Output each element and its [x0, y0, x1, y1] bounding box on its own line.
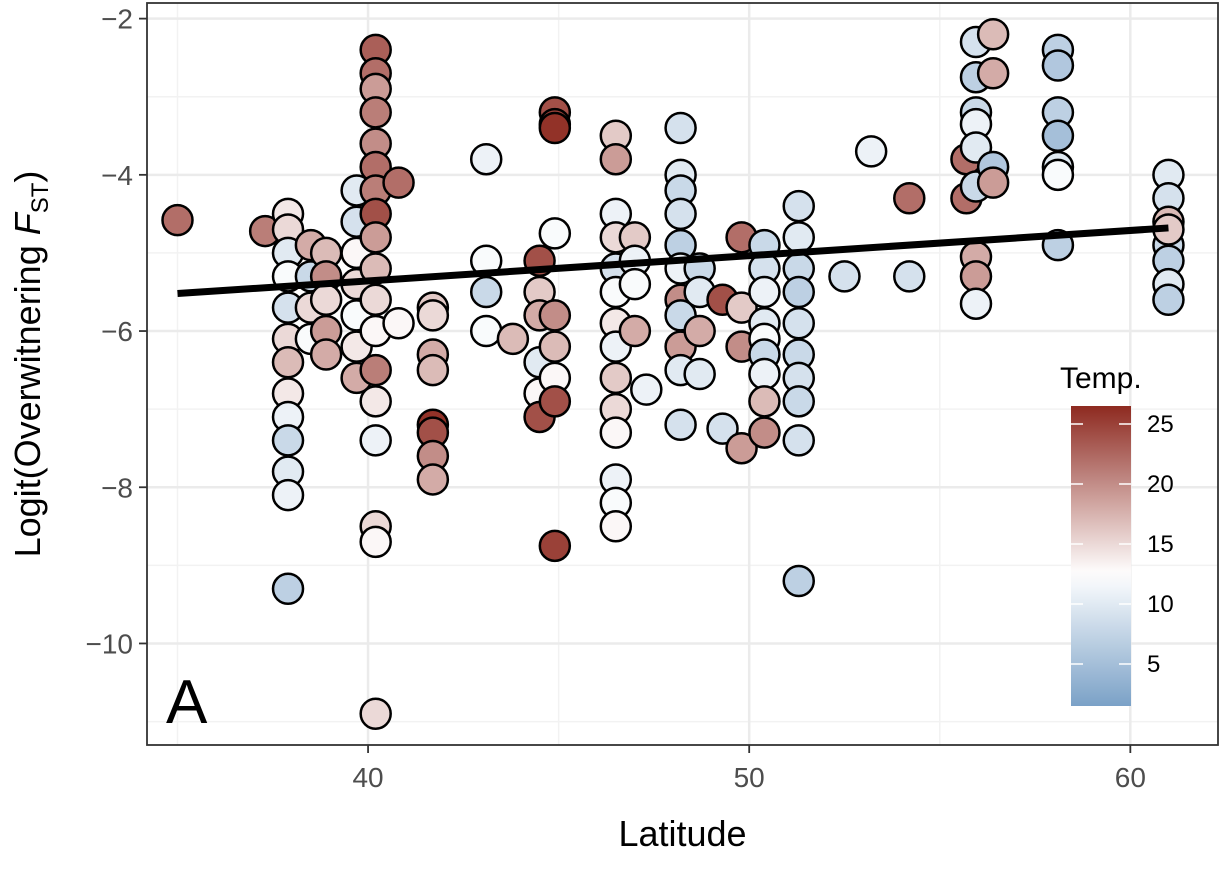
data-point — [359, 385, 392, 418]
data-point — [782, 564, 815, 598]
data-point — [538, 217, 572, 250]
data-point — [748, 385, 781, 418]
data-point — [271, 478, 305, 512]
y-tick-label: −6 — [101, 316, 133, 347]
data-point — [1152, 283, 1185, 317]
data-point — [359, 283, 392, 317]
data-point — [469, 314, 503, 348]
y-tick-label: −2 — [101, 4, 133, 35]
legend-tick-label: 10 — [1147, 591, 1174, 618]
data-point — [382, 166, 415, 199]
data-point — [854, 135, 888, 168]
data-point — [748, 275, 781, 309]
data-point — [496, 322, 530, 356]
data-point — [469, 142, 503, 176]
data-point — [683, 314, 716, 348]
x-tick-label: 50 — [734, 762, 765, 793]
data-point — [706, 412, 739, 445]
data-point — [599, 510, 633, 543]
data-point — [683, 357, 716, 391]
data-point — [161, 203, 194, 237]
data-point — [271, 346, 305, 379]
data-point — [664, 111, 697, 145]
data-point — [1041, 49, 1075, 82]
legend-tick-label: 25 — [1147, 411, 1174, 438]
data-point — [748, 357, 781, 391]
panel-border — [146, 2, 1219, 746]
color-legend: Temp. 5 10 15 20 25 — [1060, 362, 1174, 706]
data-point — [1041, 158, 1075, 192]
x-tick-label: 60 — [1115, 762, 1146, 793]
y-axis-title-close: ) — [7, 171, 48, 183]
data-point — [782, 221, 815, 254]
data-point — [416, 299, 450, 332]
trend-line — [177, 224, 1169, 298]
legend-title: Temp. — [1060, 362, 1142, 395]
data-point — [309, 283, 343, 317]
data-point — [359, 353, 392, 387]
data-point — [599, 361, 633, 395]
data-point — [416, 463, 450, 496]
data-point — [630, 373, 663, 406]
data-point — [359, 525, 392, 559]
data-point — [1041, 119, 1075, 153]
data-point — [359, 96, 392, 129]
data-point — [359, 424, 392, 457]
legend-tick-label: 15 — [1147, 531, 1174, 558]
y-tick-label: −10 — [86, 628, 134, 659]
y-axis-title-main: Logit(Overwitnering — [7, 235, 48, 557]
data-point — [959, 260, 993, 293]
data-point — [782, 306, 815, 340]
data-point — [782, 189, 815, 223]
data-point — [271, 572, 305, 606]
data-point — [976, 166, 1010, 199]
data-point — [782, 385, 815, 418]
data-point — [782, 424, 815, 457]
data-point — [782, 275, 815, 309]
data-point — [893, 182, 926, 215]
legend-tick-label: 20 — [1147, 471, 1174, 498]
y-axis-title-italic: F — [7, 211, 48, 235]
data-point — [748, 416, 781, 449]
data-point — [359, 221, 392, 254]
data-point — [599, 416, 633, 449]
x-tick-label: 40 — [352, 762, 383, 793]
x-axis-title: Latitude — [618, 813, 746, 854]
data-point — [538, 385, 572, 418]
data-point — [959, 287, 993, 320]
data-point — [664, 197, 697, 231]
data-point — [469, 275, 503, 309]
data-point — [725, 431, 758, 465]
legend-colorbar — [1071, 406, 1131, 706]
legend-tick-label: 5 — [1147, 651, 1160, 678]
data-point — [618, 267, 652, 301]
axes: 40 50 60 −2 −4 −6 −8 −10 — [86, 4, 1146, 793]
data-point — [538, 330, 572, 363]
y-axis-title: Logit(Overwitnering FST) — [7, 171, 54, 558]
data-point — [618, 314, 652, 348]
y-tick-label: −4 — [101, 160, 133, 191]
data-point — [664, 408, 697, 442]
data-point — [538, 111, 572, 145]
data-point — [538, 529, 572, 563]
panel-label: A — [166, 668, 208, 737]
data-point — [725, 291, 758, 324]
data-point — [976, 17, 1010, 51]
data-point — [382, 306, 415, 340]
y-axis-title-subscript: ST — [27, 182, 54, 213]
data-point — [599, 142, 633, 176]
legend-ticks: 5 10 15 20 25 — [1071, 411, 1174, 678]
data-point — [828, 260, 861, 293]
data-point — [893, 260, 926, 293]
data-point — [309, 338, 343, 371]
data-point — [359, 697, 392, 731]
data-point — [538, 299, 572, 332]
data-points — [161, 17, 1185, 731]
y-tick-label: −8 — [101, 472, 133, 503]
data-point — [976, 57, 1010, 90]
data-point — [416, 353, 450, 387]
data-point — [271, 424, 305, 457]
